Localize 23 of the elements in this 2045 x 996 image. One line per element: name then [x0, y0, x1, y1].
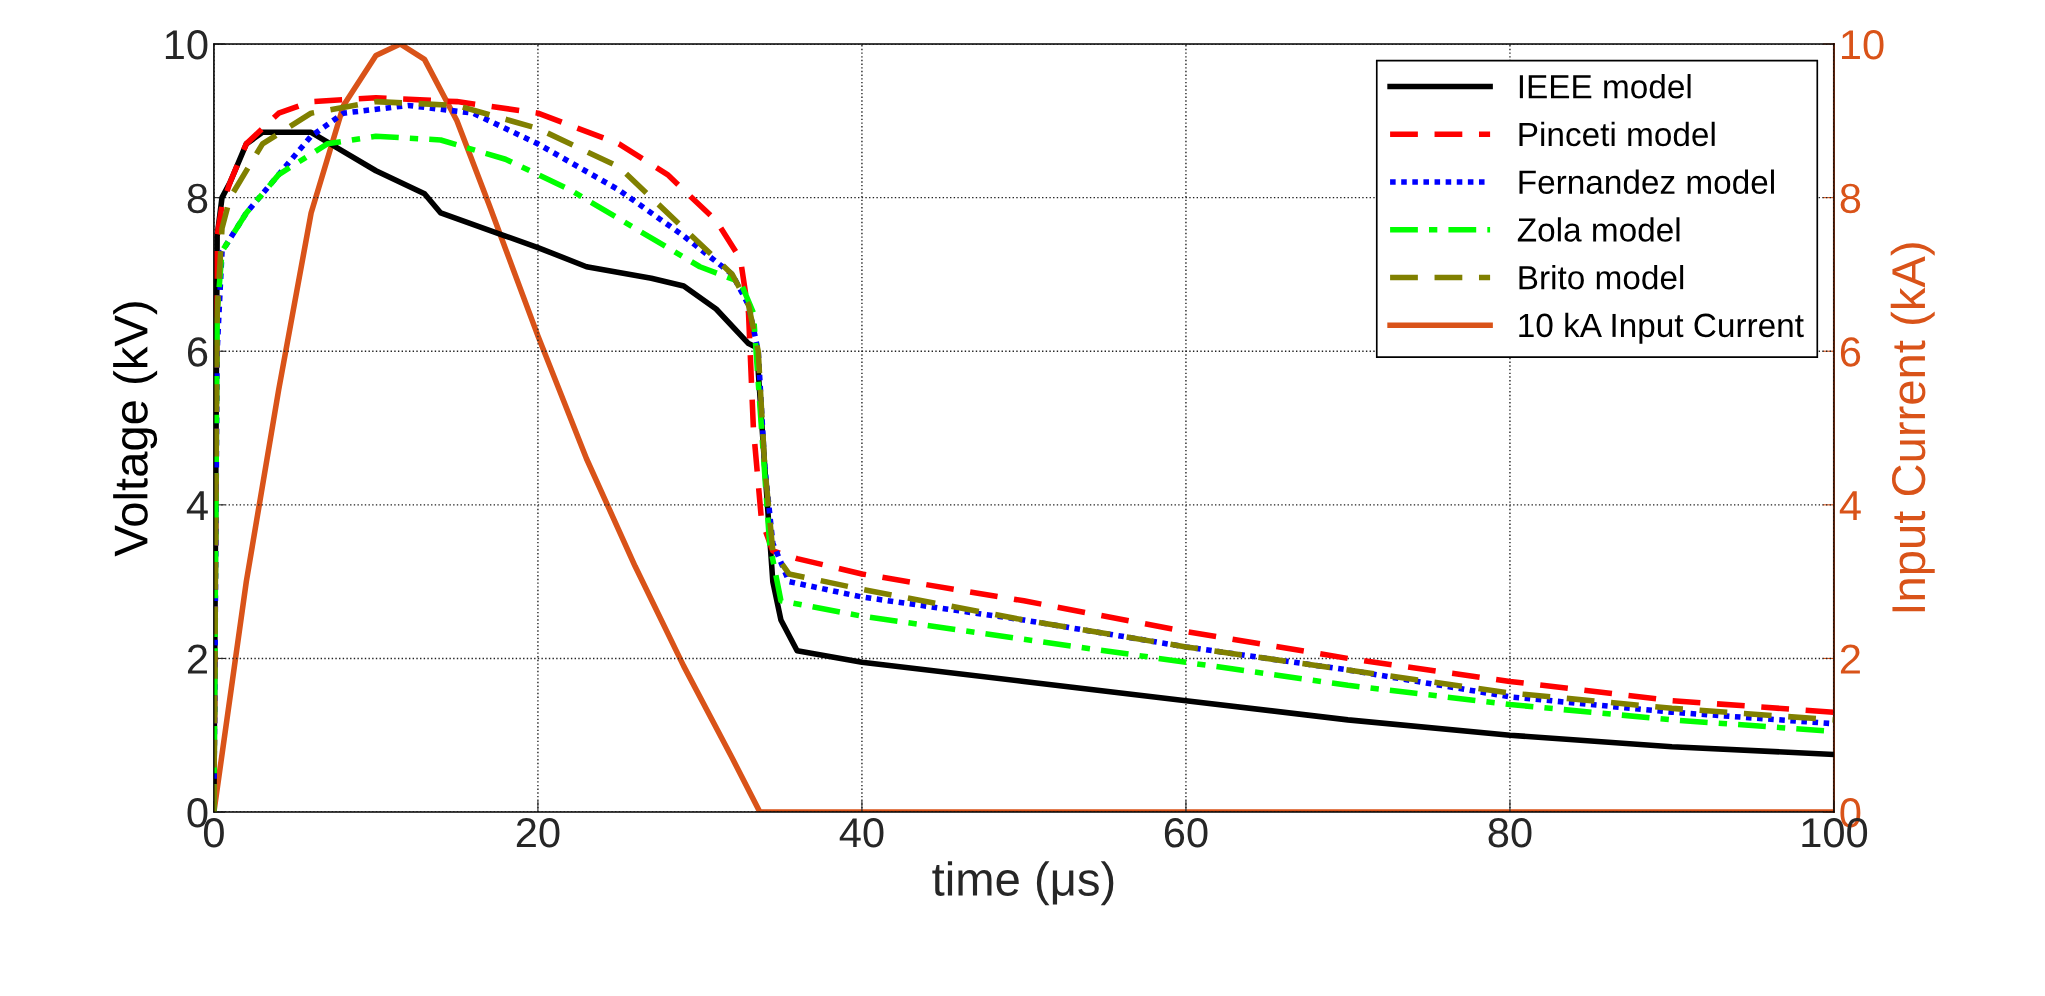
x-tick-label: 20	[516, 818, 560, 848]
legend-label: 10 kA Input Current	[1519, 312, 1804, 344]
legend-label: Pinceti model	[1519, 121, 1715, 147]
y-tick-label: 10	[165, 30, 208, 60]
legend-label: Zola model	[1517, 217, 1680, 242]
y-tick-label: 4	[186, 491, 208, 520]
y2-tick-label: 8	[1840, 183, 1861, 214]
x-tick-label: 40	[839, 818, 884, 848]
x-axis-title: time (μs)	[932, 861, 1114, 906]
y2-tick-label: 6	[1840, 337, 1861, 367]
y2-axis-title: Input Current (kA)	[1890, 243, 1935, 612]
legend-label: IEEE model	[1519, 74, 1691, 99]
legend-label: Fernandez model	[1519, 169, 1774, 194]
y-tick-label: 2	[187, 644, 207, 674]
y2-tick-label: 2	[1840, 644, 1860, 674]
y2-tick-label: 10	[1841, 30, 1884, 60]
y-axis-title: Voltage (kV)	[113, 302, 158, 557]
y2-tick-label: 4	[1839, 491, 1861, 520]
x-tick-label: 60	[1164, 818, 1208, 848]
x-tick-label: 80	[1488, 818, 1532, 848]
y-tick-label: 6	[187, 337, 208, 367]
legend-label: Brito model	[1519, 264, 1684, 290]
y-tick-label: 8	[187, 183, 208, 214]
